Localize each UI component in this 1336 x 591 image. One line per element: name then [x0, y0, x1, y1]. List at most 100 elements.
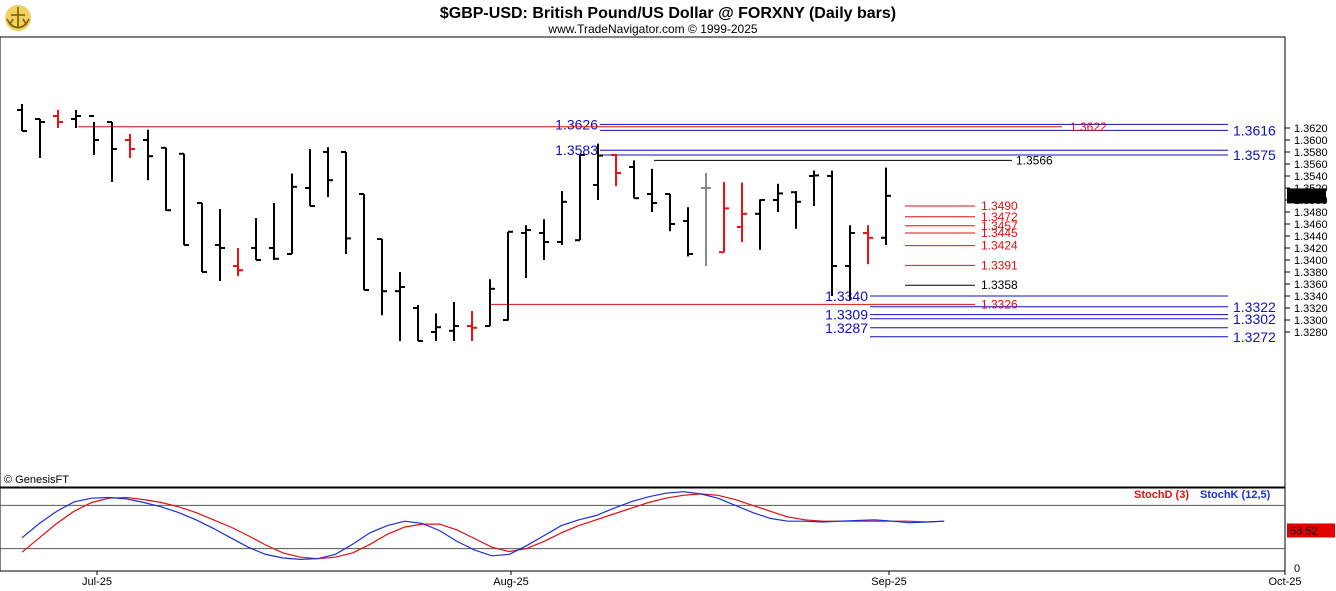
level-label-mid: 1.3457 — [981, 219, 1018, 233]
ohlc-bar — [449, 302, 459, 341]
logo-icon — [5, 5, 31, 31]
level-label-left: 1.3340 — [825, 288, 868, 304]
level-label-mid: 1.3622 — [1070, 120, 1107, 134]
ohlc-bar — [881, 167, 891, 245]
y-tick-label: 1.3600 — [1294, 135, 1328, 147]
level-label-left: 1.3626 — [555, 116, 598, 132]
ohlc-bar — [845, 225, 855, 301]
ohlc-bar — [431, 313, 441, 341]
y-tick-label: 1.3440 — [1294, 231, 1328, 243]
ohlc-bar — [71, 110, 81, 128]
y-tick-label: 1.3480 — [1294, 207, 1328, 219]
level-label-mid: 1.3472 — [981, 210, 1018, 224]
ohlc-bar — [341, 151, 351, 254]
ohlc-bar — [107, 121, 117, 182]
level-label-mid: 1.3445 — [981, 226, 1018, 240]
level-label-right: 1.3616 — [1233, 122, 1276, 138]
ohlc-bar — [755, 199, 765, 250]
chart-title: $GBP-USD: British Pound/US Dollar @ FORX… — [440, 5, 896, 22]
y-tick-label: 1.3300 — [1294, 315, 1328, 327]
ohlc-bar — [683, 207, 693, 257]
ohlc-bar — [809, 170, 819, 206]
level-label-left: 1.3309 — [825, 307, 868, 323]
level-label-right: 1.3575 — [1233, 147, 1276, 163]
ohlc-bar — [269, 203, 279, 260]
y-tick-label: 1.3340 — [1294, 291, 1328, 303]
x-tick-label: Sep-25 — [871, 576, 906, 588]
ohlc-bar — [719, 182, 729, 254]
level-label-right: 1.3302 — [1233, 311, 1276, 327]
level-label-left: 1.3287 — [825, 320, 868, 336]
ohlc-bar — [53, 110, 63, 128]
ohlc-bar — [503, 230, 513, 321]
y-tick-label: 1.3320 — [1294, 303, 1328, 315]
ohlc-bar — [215, 209, 225, 281]
level-label-left: 1.3583 — [555, 142, 598, 158]
ohlc-bar — [179, 152, 189, 246]
y-tick-label: 1.3280 — [1294, 327, 1328, 339]
ohlc-bar — [611, 153, 621, 187]
ohlc-bar — [377, 238, 387, 316]
ohlc-bar — [647, 168, 657, 212]
level-label-mid: 1.3391 — [981, 258, 1018, 272]
x-tick-label: Aug-25 — [493, 576, 528, 588]
ohlc-bar — [593, 143, 603, 200]
y-tick-label: 1.3580 — [1294, 147, 1328, 159]
y-tick-label: 1.3560 — [1294, 159, 1328, 171]
stoch-k-line — [21, 491, 945, 561]
ohlc-bar — [125, 134, 135, 158]
level-label-mid: 1.3566 — [1016, 153, 1053, 167]
stoch-axis-label: 0 — [1294, 563, 1300, 575]
ohlc-bar — [35, 118, 45, 158]
ohlc-bar — [395, 272, 405, 341]
level-label-right: 1.3272 — [1233, 329, 1276, 345]
ohlc-bar — [17, 104, 27, 132]
ohlc-bar — [629, 160, 639, 200]
genesis-credit: © GenesisFT — [4, 474, 69, 486]
price-axis — [1286, 37, 1336, 571]
stochastic-panel — [0, 487, 1286, 572]
level-label-right: 1.3322 — [1233, 299, 1276, 315]
last-price-tag — [1287, 188, 1326, 204]
x-tick-label: Jul-25 — [82, 576, 112, 588]
y-tick-label: 1.3380 — [1294, 267, 1328, 279]
price-panel — [0, 36, 1286, 488]
ohlc-bar — [737, 182, 747, 242]
y-tick-label: 1.3460 — [1294, 219, 1328, 231]
ohlc-bar — [773, 183, 783, 212]
ohlc-bar — [467, 311, 477, 341]
stoch-value-label: 53.52 — [1290, 525, 1318, 537]
level-label-mid: 1.3424 — [981, 239, 1018, 253]
y-tick-label: 1.3620 — [1294, 123, 1328, 135]
stoch-value-tag — [1287, 523, 1335, 538]
ohlc-bar — [413, 305, 423, 342]
y-tick-label: 1.3420 — [1294, 243, 1328, 255]
ohlc-bar — [161, 146, 171, 212]
ohlc-bar — [827, 170, 837, 296]
chart-subtitle: www.TradeNavigator.com © 1999-2025 — [547, 22, 757, 36]
ohlc-bar — [539, 219, 549, 260]
x-tick-label: Oct-25 — [1268, 576, 1301, 588]
ohlc-bar — [287, 173, 297, 255]
ohlc-bar — [701, 173, 711, 266]
ohlc-bar — [251, 218, 261, 261]
ohlc-bar — [863, 225, 873, 265]
ohlc-bar — [665, 193, 675, 232]
stoch-d-line — [21, 493, 945, 560]
legend-stoch-d: StochD (3) — [1134, 489, 1189, 501]
ohlc-bar — [197, 202, 207, 273]
ohlc-bar — [575, 154, 585, 242]
ohlc-bar — [485, 279, 495, 327]
level-label-mid: 1.3490 — [981, 199, 1018, 213]
ohlc-bar — [521, 225, 531, 278]
last-price-label: 1.3506 — [1290, 191, 1324, 203]
ohlc-bar — [89, 115, 99, 155]
legend-stoch-k: StochK (12,5) — [1200, 489, 1271, 501]
ohlc-bar — [143, 129, 153, 181]
y-tick-label: 1.3540 — [1294, 171, 1328, 183]
ohlc-bar — [233, 248, 243, 277]
y-tick-label: 1.3400 — [1294, 255, 1328, 267]
level-label-mid: 1.3358 — [981, 278, 1018, 292]
level-label-mid: 1.3326 — [981, 297, 1018, 311]
